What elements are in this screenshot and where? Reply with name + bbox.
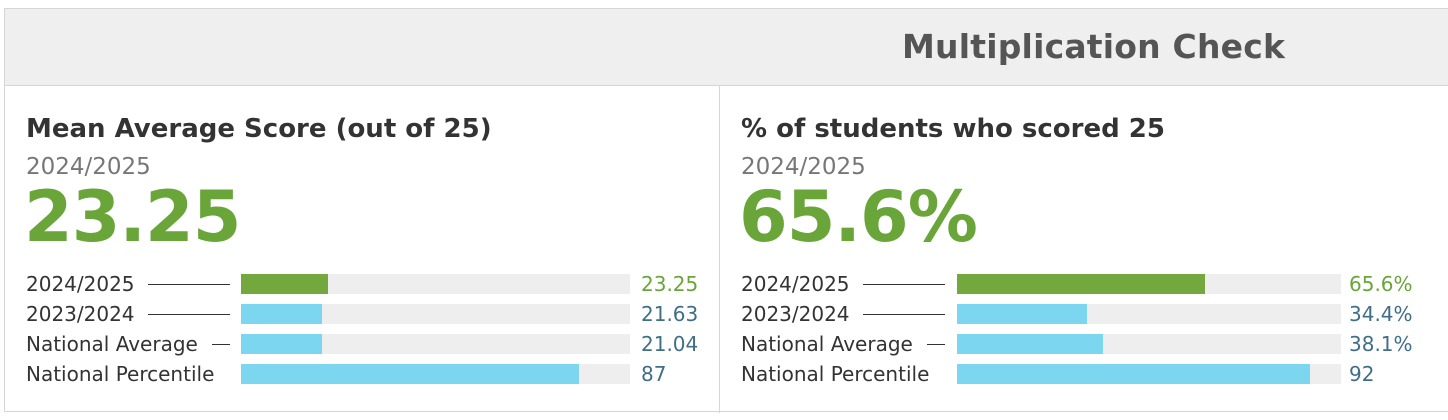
bar-fill xyxy=(241,364,580,384)
bar-fill xyxy=(957,334,1103,354)
bar-fill xyxy=(241,334,323,354)
row-value: 65.6% xyxy=(1349,272,1413,296)
bar-track xyxy=(241,334,630,354)
multiplication-check-panel: Multiplication Check Mean Average Score … xyxy=(4,8,1448,413)
row-label: 2024/2025 xyxy=(26,272,135,296)
row-label: 2024/2025 xyxy=(741,272,850,296)
bar-fill xyxy=(241,304,323,324)
students-scored-25-card: % of students who scored 25 2024/2025 65… xyxy=(720,86,1448,413)
leader-line xyxy=(212,344,230,345)
bar-fill xyxy=(957,364,1311,384)
mean-average-score-card: Mean Average Score (out of 25) 2024/2025… xyxy=(5,86,720,413)
headline-value: 23.25 xyxy=(24,176,241,258)
bar-track xyxy=(957,334,1341,354)
leader-line xyxy=(148,314,230,315)
bar-track xyxy=(241,304,630,324)
leader-line xyxy=(863,284,945,285)
row-label: National Percentile xyxy=(26,362,215,386)
card-title: Mean Average Score (out of 25) xyxy=(26,114,492,144)
row-label: 2023/2024 xyxy=(26,302,135,326)
headline-value: 65.6% xyxy=(739,176,978,258)
bar-fill xyxy=(957,274,1206,294)
row-value: 21.04 xyxy=(641,332,699,356)
row-label: 2023/2024 xyxy=(741,302,850,326)
bar-track xyxy=(957,364,1341,384)
leader-line xyxy=(927,344,945,345)
bar-track xyxy=(957,274,1341,294)
bar-fill xyxy=(957,304,1087,324)
panel-title: Multiplication Check xyxy=(902,27,1286,66)
row-label: National Average xyxy=(26,332,198,356)
row-value: 87 xyxy=(641,362,667,386)
row-value: 38.1% xyxy=(1349,332,1413,356)
card-title: % of students who scored 25 xyxy=(741,114,1165,144)
card-year: 2024/2025 xyxy=(26,154,151,180)
row-value: 21.63 xyxy=(641,302,699,326)
bar-fill xyxy=(241,274,329,294)
row-value: 92 xyxy=(1349,362,1375,386)
panel-header: Multiplication Check xyxy=(5,9,1448,86)
leader-line xyxy=(863,314,945,315)
row-value: 34.4% xyxy=(1349,302,1413,326)
leader-line xyxy=(148,284,230,285)
card-year: 2024/2025 xyxy=(741,154,866,180)
bar-track xyxy=(241,274,630,294)
bar-track xyxy=(241,364,630,384)
bar-track xyxy=(957,304,1341,324)
row-value: 23.25 xyxy=(641,272,699,296)
row-label: National Percentile xyxy=(741,362,930,386)
row-label: National Average xyxy=(741,332,913,356)
